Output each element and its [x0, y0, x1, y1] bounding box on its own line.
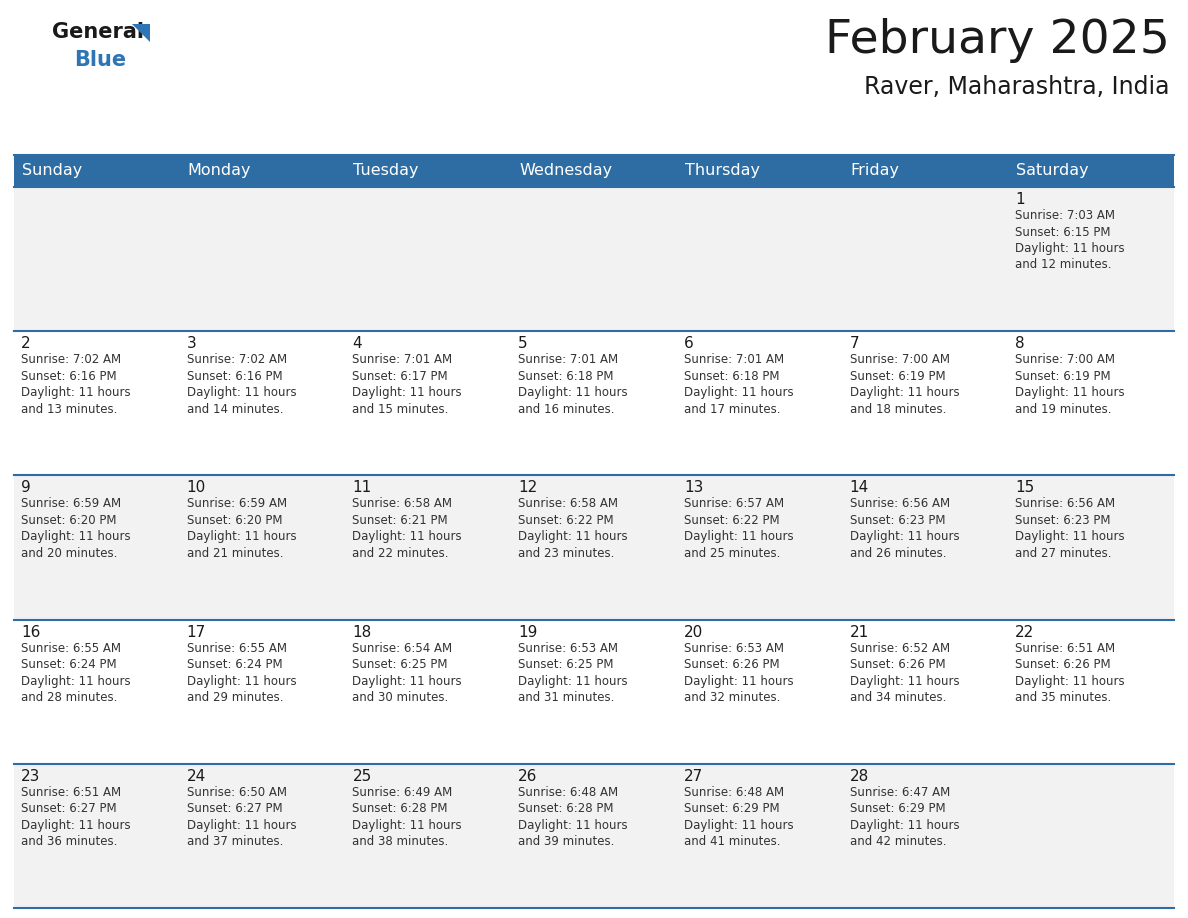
- Bar: [14, 187, 1174, 331]
- Text: Thursday: Thursday: [684, 163, 760, 178]
- Text: Tuesday: Tuesday: [353, 163, 419, 178]
- Bar: [677, 155, 842, 187]
- Text: Blue: Blue: [74, 50, 126, 70]
- Text: 17: 17: [187, 624, 206, 640]
- Text: 7: 7: [849, 336, 859, 352]
- Bar: [511, 155, 677, 187]
- Text: Sunrise: 7:00 AM
Sunset: 6:19 PM
Daylight: 11 hours
and 19 minutes.: Sunrise: 7:00 AM Sunset: 6:19 PM Dayligh…: [1016, 353, 1125, 416]
- Text: Saturday: Saturday: [1016, 163, 1089, 178]
- Bar: [346, 155, 511, 187]
- Text: Sunrise: 6:59 AM
Sunset: 6:20 PM
Daylight: 11 hours
and 21 minutes.: Sunrise: 6:59 AM Sunset: 6:20 PM Dayligh…: [187, 498, 296, 560]
- Text: Sunrise: 6:55 AM
Sunset: 6:24 PM
Daylight: 11 hours
and 29 minutes.: Sunrise: 6:55 AM Sunset: 6:24 PM Dayligh…: [187, 642, 296, 704]
- Text: Sunrise: 6:57 AM
Sunset: 6:22 PM
Daylight: 11 hours
and 25 minutes.: Sunrise: 6:57 AM Sunset: 6:22 PM Dayligh…: [684, 498, 794, 560]
- Text: Sunrise: 6:50 AM
Sunset: 6:27 PM
Daylight: 11 hours
and 37 minutes.: Sunrise: 6:50 AM Sunset: 6:27 PM Dayligh…: [187, 786, 296, 848]
- Text: General: General: [52, 22, 144, 42]
- Text: Sunrise: 7:02 AM
Sunset: 6:16 PM
Daylight: 11 hours
and 13 minutes.: Sunrise: 7:02 AM Sunset: 6:16 PM Dayligh…: [21, 353, 131, 416]
- Text: 10: 10: [187, 480, 206, 496]
- Text: Sunday: Sunday: [23, 163, 82, 178]
- Text: 19: 19: [518, 624, 537, 640]
- Bar: [179, 155, 346, 187]
- Text: Monday: Monday: [188, 163, 251, 178]
- Text: Sunrise: 6:56 AM
Sunset: 6:23 PM
Daylight: 11 hours
and 27 minutes.: Sunrise: 6:56 AM Sunset: 6:23 PM Dayligh…: [1016, 498, 1125, 560]
- Bar: [1009, 155, 1174, 187]
- Text: 20: 20: [684, 624, 703, 640]
- Text: 24: 24: [187, 768, 206, 784]
- Text: Sunrise: 6:55 AM
Sunset: 6:24 PM
Daylight: 11 hours
and 28 minutes.: Sunrise: 6:55 AM Sunset: 6:24 PM Dayligh…: [21, 642, 131, 704]
- Text: Sunrise: 6:59 AM
Sunset: 6:20 PM
Daylight: 11 hours
and 20 minutes.: Sunrise: 6:59 AM Sunset: 6:20 PM Dayligh…: [21, 498, 131, 560]
- Bar: [14, 764, 1174, 908]
- Text: 12: 12: [518, 480, 537, 496]
- Bar: [14, 620, 1174, 764]
- Text: Sunrise: 6:53 AM
Sunset: 6:26 PM
Daylight: 11 hours
and 32 minutes.: Sunrise: 6:53 AM Sunset: 6:26 PM Dayligh…: [684, 642, 794, 704]
- Text: Sunrise: 6:56 AM
Sunset: 6:23 PM
Daylight: 11 hours
and 26 minutes.: Sunrise: 6:56 AM Sunset: 6:23 PM Dayligh…: [849, 498, 959, 560]
- Text: 15: 15: [1016, 480, 1035, 496]
- Bar: [842, 155, 1009, 187]
- Text: 16: 16: [21, 624, 40, 640]
- Text: 18: 18: [353, 624, 372, 640]
- Text: 1: 1: [1016, 192, 1025, 207]
- Bar: [14, 331, 1174, 476]
- Text: Sunrise: 7:03 AM
Sunset: 6:15 PM
Daylight: 11 hours
and 12 minutes.: Sunrise: 7:03 AM Sunset: 6:15 PM Dayligh…: [1016, 209, 1125, 272]
- Text: Raver, Maharashtra, India: Raver, Maharashtra, India: [865, 75, 1170, 99]
- Text: Sunrise: 6:48 AM
Sunset: 6:28 PM
Daylight: 11 hours
and 39 minutes.: Sunrise: 6:48 AM Sunset: 6:28 PM Dayligh…: [518, 786, 627, 848]
- Text: February 2025: February 2025: [826, 18, 1170, 63]
- Text: 25: 25: [353, 768, 372, 784]
- Text: Sunrise: 6:47 AM
Sunset: 6:29 PM
Daylight: 11 hours
and 42 minutes.: Sunrise: 6:47 AM Sunset: 6:29 PM Dayligh…: [849, 786, 959, 848]
- Text: Sunrise: 6:49 AM
Sunset: 6:28 PM
Daylight: 11 hours
and 38 minutes.: Sunrise: 6:49 AM Sunset: 6:28 PM Dayligh…: [353, 786, 462, 848]
- Text: 26: 26: [518, 768, 537, 784]
- Text: 2: 2: [21, 336, 31, 352]
- Text: 21: 21: [849, 624, 868, 640]
- Text: Friday: Friday: [851, 163, 899, 178]
- Text: Sunrise: 6:58 AM
Sunset: 6:21 PM
Daylight: 11 hours
and 22 minutes.: Sunrise: 6:58 AM Sunset: 6:21 PM Dayligh…: [353, 498, 462, 560]
- Text: 3: 3: [187, 336, 196, 352]
- Text: Sunrise: 7:02 AM
Sunset: 6:16 PM
Daylight: 11 hours
and 14 minutes.: Sunrise: 7:02 AM Sunset: 6:16 PM Dayligh…: [187, 353, 296, 416]
- Text: Sunrise: 7:00 AM
Sunset: 6:19 PM
Daylight: 11 hours
and 18 minutes.: Sunrise: 7:00 AM Sunset: 6:19 PM Dayligh…: [849, 353, 959, 416]
- Text: Sunrise: 6:53 AM
Sunset: 6:25 PM
Daylight: 11 hours
and 31 minutes.: Sunrise: 6:53 AM Sunset: 6:25 PM Dayligh…: [518, 642, 627, 704]
- Text: Sunrise: 6:51 AM
Sunset: 6:27 PM
Daylight: 11 hours
and 36 minutes.: Sunrise: 6:51 AM Sunset: 6:27 PM Dayligh…: [21, 786, 131, 848]
- Text: 9: 9: [21, 480, 31, 496]
- Text: 13: 13: [684, 480, 703, 496]
- Bar: [14, 155, 179, 187]
- Text: Wednesday: Wednesday: [519, 163, 612, 178]
- Text: Sunrise: 6:52 AM
Sunset: 6:26 PM
Daylight: 11 hours
and 34 minutes.: Sunrise: 6:52 AM Sunset: 6:26 PM Dayligh…: [849, 642, 959, 704]
- Text: Sunrise: 6:51 AM
Sunset: 6:26 PM
Daylight: 11 hours
and 35 minutes.: Sunrise: 6:51 AM Sunset: 6:26 PM Dayligh…: [1016, 642, 1125, 704]
- Text: Sunrise: 6:48 AM
Sunset: 6:29 PM
Daylight: 11 hours
and 41 minutes.: Sunrise: 6:48 AM Sunset: 6:29 PM Dayligh…: [684, 786, 794, 848]
- Text: 8: 8: [1016, 336, 1025, 352]
- Text: 11: 11: [353, 480, 372, 496]
- Text: 23: 23: [21, 768, 40, 784]
- Text: Sunrise: 7:01 AM
Sunset: 6:18 PM
Daylight: 11 hours
and 16 minutes.: Sunrise: 7:01 AM Sunset: 6:18 PM Dayligh…: [518, 353, 627, 416]
- Bar: [14, 476, 1174, 620]
- Text: 27: 27: [684, 768, 703, 784]
- Text: Sunrise: 7:01 AM
Sunset: 6:18 PM
Daylight: 11 hours
and 17 minutes.: Sunrise: 7:01 AM Sunset: 6:18 PM Dayligh…: [684, 353, 794, 416]
- Text: 22: 22: [1016, 624, 1035, 640]
- Text: Sunrise: 6:58 AM
Sunset: 6:22 PM
Daylight: 11 hours
and 23 minutes.: Sunrise: 6:58 AM Sunset: 6:22 PM Dayligh…: [518, 498, 627, 560]
- Polygon shape: [132, 24, 150, 42]
- Text: 6: 6: [684, 336, 694, 352]
- Text: Sunrise: 7:01 AM
Sunset: 6:17 PM
Daylight: 11 hours
and 15 minutes.: Sunrise: 7:01 AM Sunset: 6:17 PM Dayligh…: [353, 353, 462, 416]
- Text: 14: 14: [849, 480, 868, 496]
- Text: 4: 4: [353, 336, 362, 352]
- Text: 5: 5: [518, 336, 527, 352]
- Text: Sunrise: 6:54 AM
Sunset: 6:25 PM
Daylight: 11 hours
and 30 minutes.: Sunrise: 6:54 AM Sunset: 6:25 PM Dayligh…: [353, 642, 462, 704]
- Text: 28: 28: [849, 768, 868, 784]
